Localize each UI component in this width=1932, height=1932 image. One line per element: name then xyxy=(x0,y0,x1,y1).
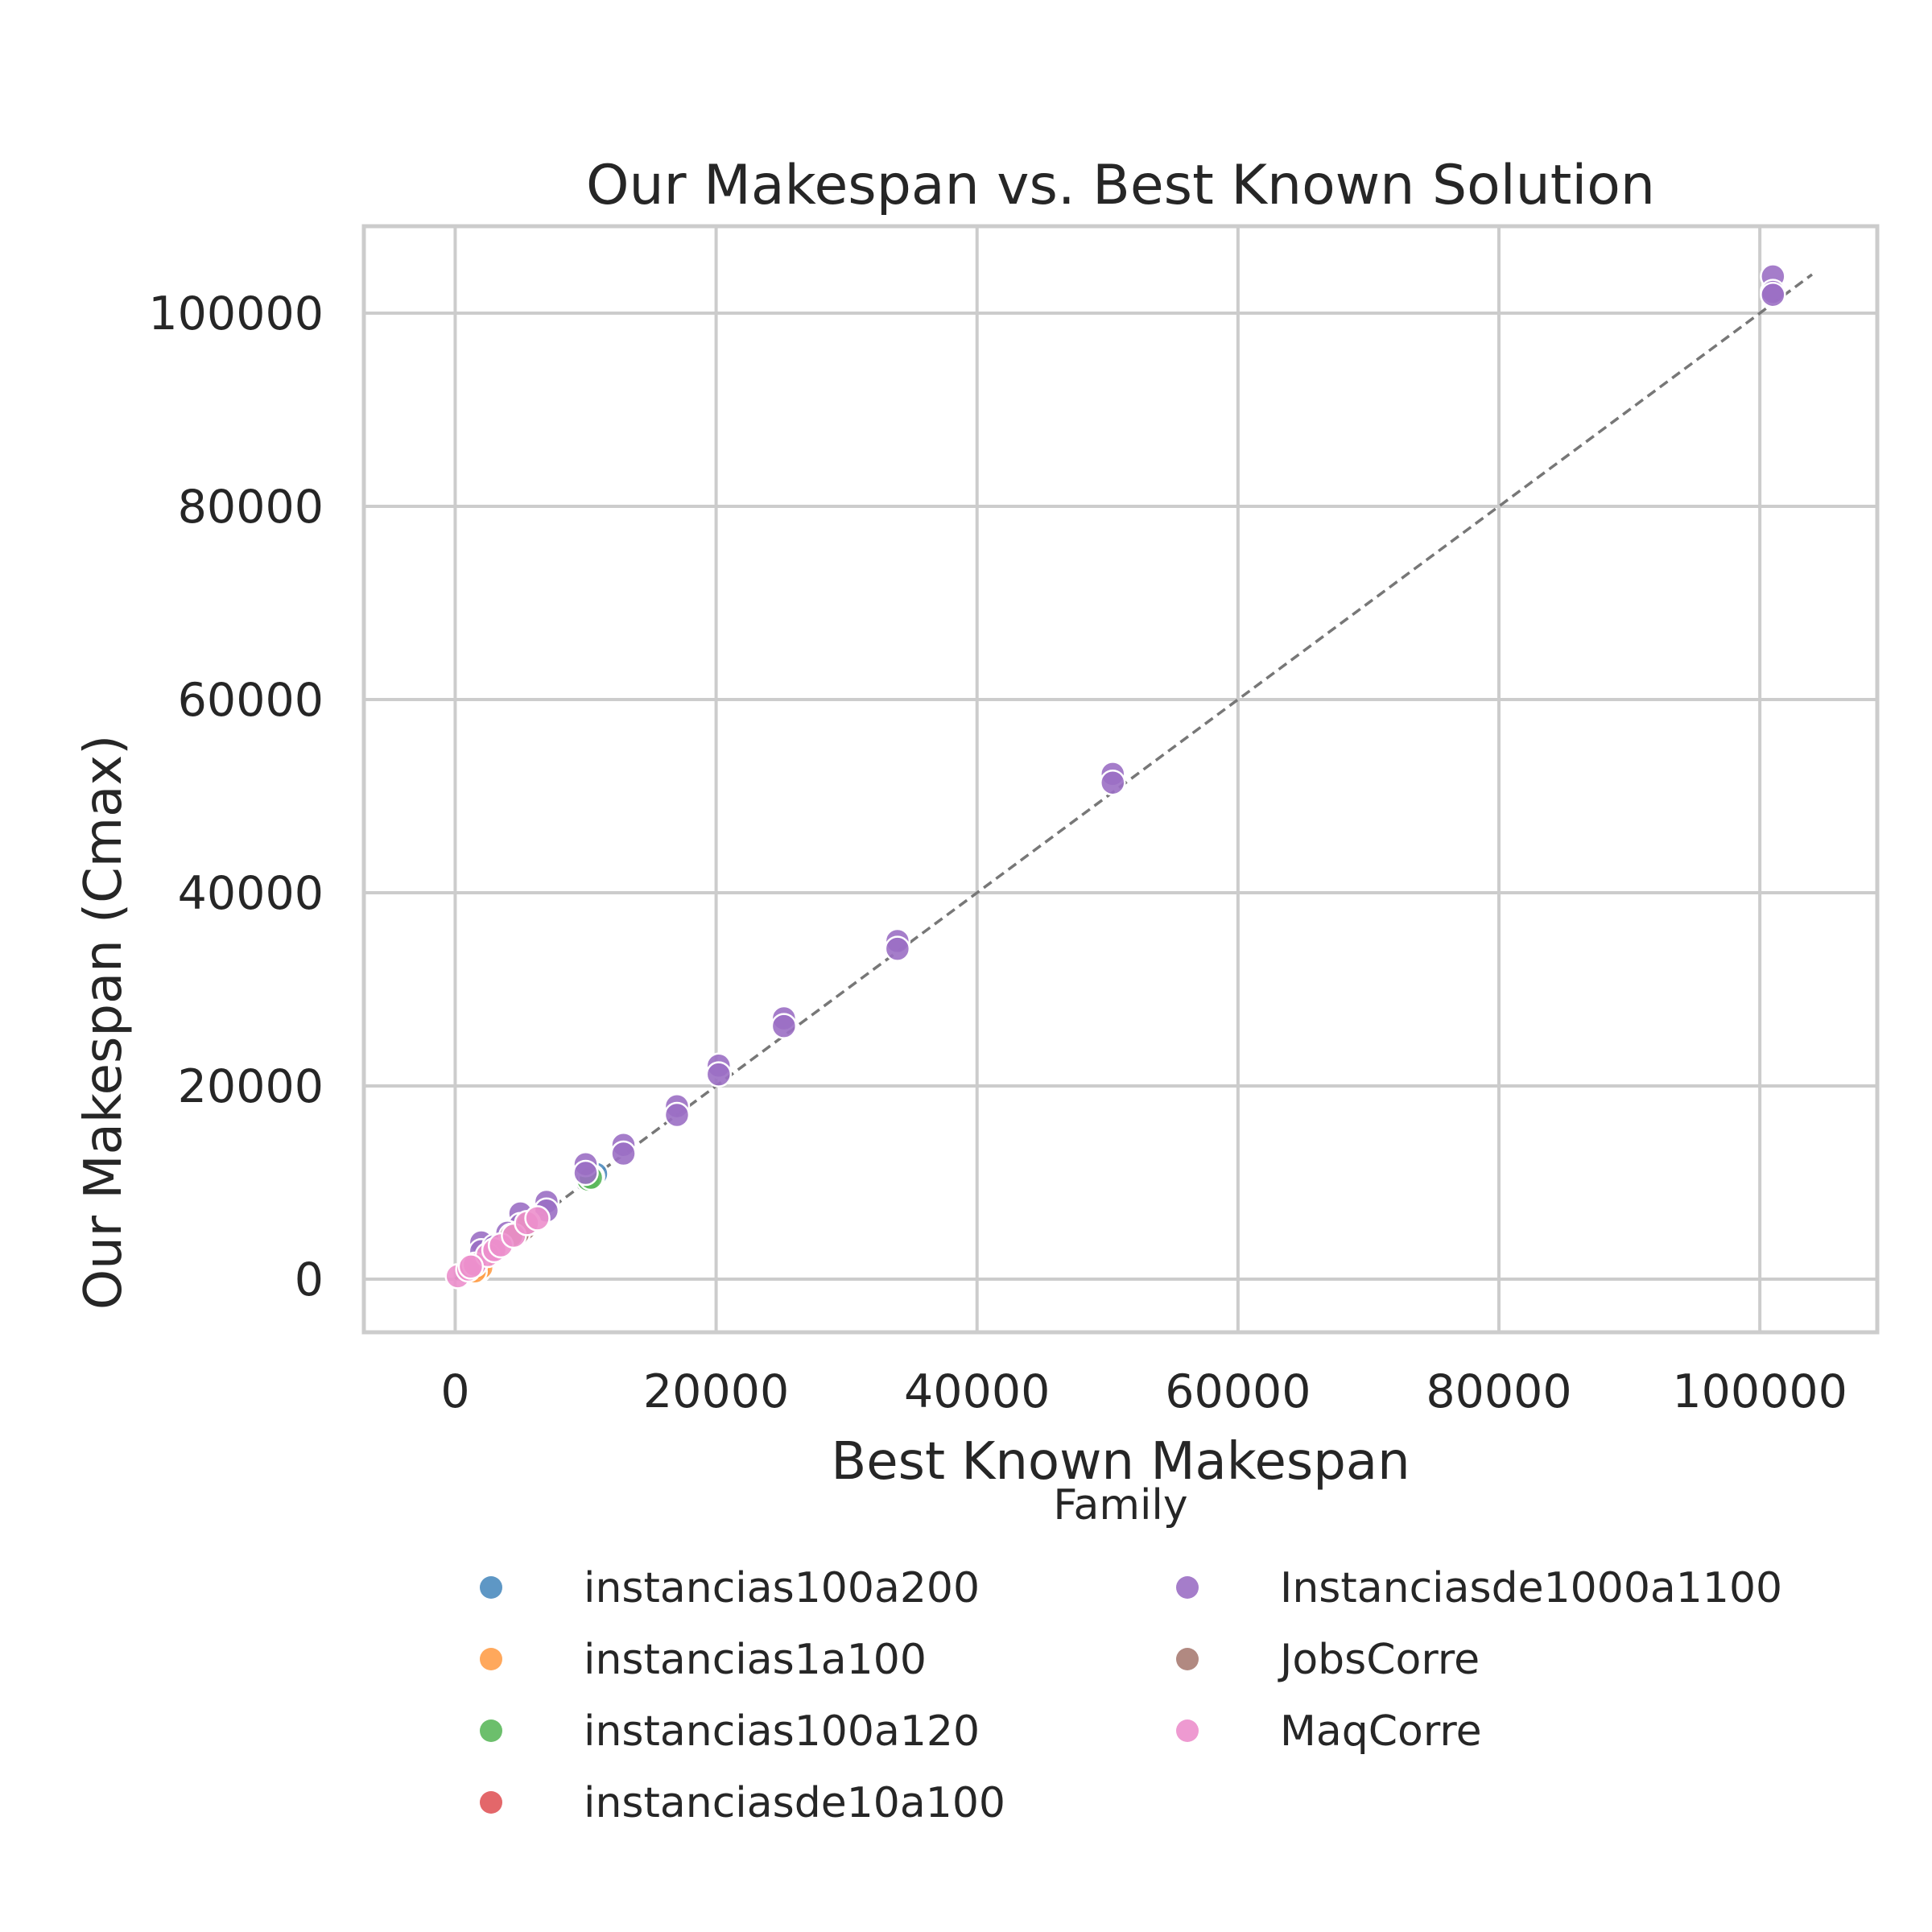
x-tick-label: 0 xyxy=(440,1365,469,1418)
legend-label: MaqCorre xyxy=(1280,1707,1482,1756)
data-point xyxy=(705,1061,733,1088)
x-tick-label: 80000 xyxy=(1426,1365,1571,1418)
y-axis-label: Our Makespan (Cmax) xyxy=(74,735,134,1310)
x-tick-label: 20000 xyxy=(643,1365,789,1418)
y-tick-label: 0 xyxy=(295,1253,324,1307)
series-MaqCorre xyxy=(444,1205,551,1290)
y-tick-label: 80000 xyxy=(178,481,324,534)
legend-marker xyxy=(480,1648,502,1670)
data-point xyxy=(1760,281,1786,308)
legend-title: Family xyxy=(1053,1481,1187,1530)
y-tick-label: 60000 xyxy=(178,674,324,727)
legend-marker xyxy=(1176,1576,1199,1599)
data-point xyxy=(610,1140,637,1167)
y-tick-label: 40000 xyxy=(178,867,324,920)
data-point xyxy=(457,1253,485,1280)
legend-label: instancias100a120 xyxy=(584,1707,980,1756)
legend-marker xyxy=(480,1791,502,1814)
x-tick-label: 100000 xyxy=(1672,1365,1847,1418)
data-point xyxy=(770,1013,798,1039)
legend-label: Instanciasde1000a1100 xyxy=(1280,1564,1782,1612)
legend-marker xyxy=(1176,1719,1199,1742)
legend-marker xyxy=(480,1719,502,1742)
data-point xyxy=(884,935,911,962)
legend-label: instanciasde10a100 xyxy=(584,1779,1005,1827)
legend-marker xyxy=(1176,1648,1199,1670)
y-tick-label: 100000 xyxy=(148,287,324,341)
legend-label: instancias100a200 xyxy=(584,1564,980,1612)
data-point xyxy=(1100,769,1126,796)
y-tick-label: 20000 xyxy=(178,1060,324,1113)
x-tick-label: 60000 xyxy=(1165,1365,1311,1418)
legend-label: instancias1a100 xyxy=(584,1636,927,1684)
legend-marker xyxy=(480,1576,502,1599)
legend: Family instancias100a200 instancias1a100 i… xyxy=(480,1481,1782,1827)
plot-frame xyxy=(361,224,1880,1335)
x-tick-label: 40000 xyxy=(904,1365,1050,1418)
data-point xyxy=(663,1101,691,1129)
plot-area: 0 20000 40000 60000 80000 100000 0 20000 40000 60… xyxy=(148,224,1880,1418)
data-point xyxy=(572,1159,599,1187)
chart-title: Our Makespan vs. Best Known Solution xyxy=(586,154,1655,217)
data-point xyxy=(524,1205,551,1232)
x-axis-label: Best Known Makespan xyxy=(831,1432,1410,1492)
legend-label: JobsCorre xyxy=(1278,1636,1480,1684)
